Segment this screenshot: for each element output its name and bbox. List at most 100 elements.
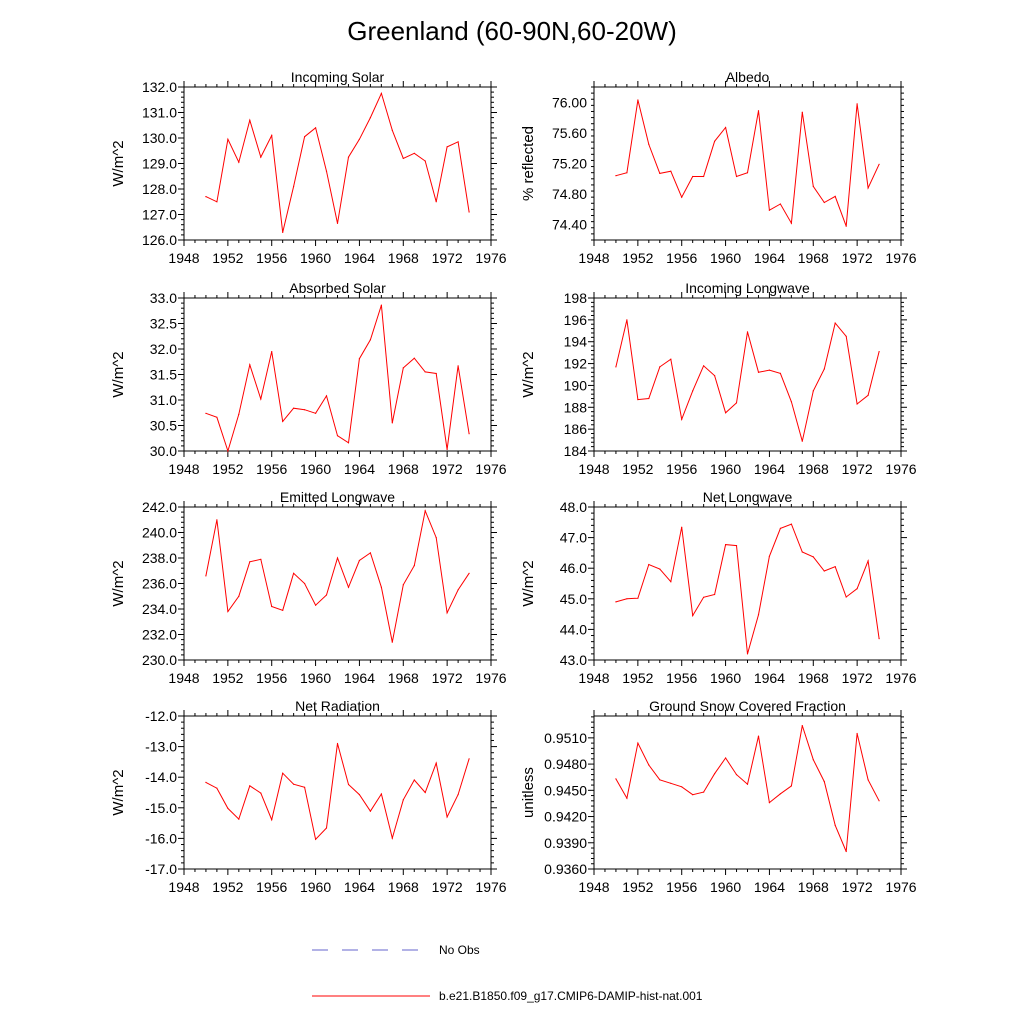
data-point xyxy=(205,575,207,577)
data-point xyxy=(369,552,371,554)
x-tick-label: 1972 xyxy=(842,879,873,895)
series-line xyxy=(205,743,470,841)
y-tick-label: 0.9360 xyxy=(544,861,587,877)
x-tick-label: 1960 xyxy=(300,670,331,686)
data-point xyxy=(867,560,869,562)
data-point xyxy=(446,816,448,818)
y-tick-label: 0.9420 xyxy=(544,809,587,825)
data-point xyxy=(446,448,448,451)
y-tick-label: 0.9450 xyxy=(544,782,587,798)
y-tick-label: 46.0 xyxy=(560,560,587,576)
data-point xyxy=(249,364,251,366)
data-point xyxy=(249,119,251,121)
data-point xyxy=(304,136,306,138)
data-point xyxy=(834,566,836,568)
data-point xyxy=(293,572,295,574)
data-point xyxy=(714,773,716,775)
y-axis-label: W/m^2 xyxy=(110,140,127,186)
plot-frame xyxy=(593,506,902,661)
data-point xyxy=(867,779,869,781)
data-point xyxy=(714,375,716,377)
data-point xyxy=(293,783,295,785)
x-tick-label: 1952 xyxy=(212,879,243,895)
data-point xyxy=(304,786,306,788)
data-point xyxy=(768,555,771,557)
data-point xyxy=(293,407,295,409)
data-point xyxy=(336,557,339,559)
series-line xyxy=(205,91,470,233)
y-tick-label: 44.0 xyxy=(560,621,587,637)
data-point xyxy=(205,196,207,198)
panel-absorbed-solar: Absorbed Solar W/m^2 1948 1952 1956 1960 1964 1… xyxy=(110,280,507,477)
y-tick-label: 234.0 xyxy=(142,601,177,617)
data-point xyxy=(637,99,639,101)
data-point xyxy=(347,442,350,444)
data-point xyxy=(413,357,415,359)
y-tick-label: 32.5 xyxy=(150,316,177,332)
data-point xyxy=(424,791,426,794)
data-point xyxy=(790,401,793,403)
y-tick-label: 188 xyxy=(564,399,588,415)
data-point xyxy=(637,399,639,401)
x-tick-label: 1960 xyxy=(300,250,331,266)
panel-title: Incoming Longwave xyxy=(685,280,810,296)
data-point xyxy=(626,319,628,321)
data-point xyxy=(626,172,628,174)
data-point xyxy=(347,783,350,786)
panel-net-radiation: Net Radiation W/m^2 1948 1952 1956 1960 1964 19… xyxy=(110,698,507,895)
x-tick-label: 1968 xyxy=(388,461,419,477)
y-tick-label: 194 xyxy=(564,334,588,350)
panel-title: Ground Snow Covered Fraction xyxy=(649,698,846,714)
x-tick-label: 1968 xyxy=(388,670,419,686)
data-point xyxy=(238,161,240,163)
data-point xyxy=(424,160,426,162)
x-tick-label: 1968 xyxy=(798,670,829,686)
x-tick-label: 1948 xyxy=(578,879,609,895)
plot-frame xyxy=(593,715,902,870)
data-point xyxy=(725,126,727,129)
x-tick-label: 1968 xyxy=(798,250,829,266)
y-tick-label: -16.0 xyxy=(145,830,177,846)
x-tick-label: 1976 xyxy=(475,879,506,895)
x-tick-label: 1972 xyxy=(432,670,463,686)
x-tick-label: 1956 xyxy=(256,879,287,895)
y-tick-label: 0.9480 xyxy=(544,756,587,772)
x-tick-label: 1960 xyxy=(300,461,331,477)
data-point xyxy=(626,598,628,600)
data-point xyxy=(249,785,251,787)
data-point xyxy=(779,203,782,205)
y-tick-label: 238.0 xyxy=(142,550,177,566)
data-point xyxy=(325,827,328,829)
x-tick-label: 1976 xyxy=(475,670,506,686)
data-point xyxy=(670,170,672,172)
data-point xyxy=(768,209,771,211)
data-point xyxy=(216,201,218,203)
panel-albedo: Albedo % reflected 1948 1952 1956 1960 1964 196… xyxy=(520,69,917,266)
data-point xyxy=(637,597,639,599)
x-tick-label: 1976 xyxy=(475,250,506,266)
data-point xyxy=(238,413,240,415)
series-line xyxy=(615,99,880,227)
data-point xyxy=(336,435,339,437)
y-axis-label: W/m^2 xyxy=(110,560,127,606)
panel-title: Albedo xyxy=(726,69,770,85)
data-point xyxy=(746,653,749,655)
data-point xyxy=(435,372,437,375)
y-tick-label: 32.0 xyxy=(150,341,177,357)
y-tick-label: 196 xyxy=(564,312,588,328)
y-tick-label: 31.0 xyxy=(150,392,177,408)
x-tick-label: 1952 xyxy=(622,879,653,895)
data-point xyxy=(834,322,836,324)
x-tick-label: 1960 xyxy=(710,670,741,686)
data-point xyxy=(670,782,672,784)
data-point xyxy=(205,781,207,784)
x-tick-label: 1952 xyxy=(622,250,653,266)
data-point xyxy=(402,799,404,801)
series-line xyxy=(205,509,470,643)
data-point xyxy=(380,793,382,795)
data-point xyxy=(336,222,339,224)
x-tick-label: 1964 xyxy=(344,461,375,477)
y-axis-label: W/m^2 xyxy=(110,351,127,397)
y-tick-label: -12.0 xyxy=(145,708,177,724)
data-point xyxy=(725,757,727,759)
